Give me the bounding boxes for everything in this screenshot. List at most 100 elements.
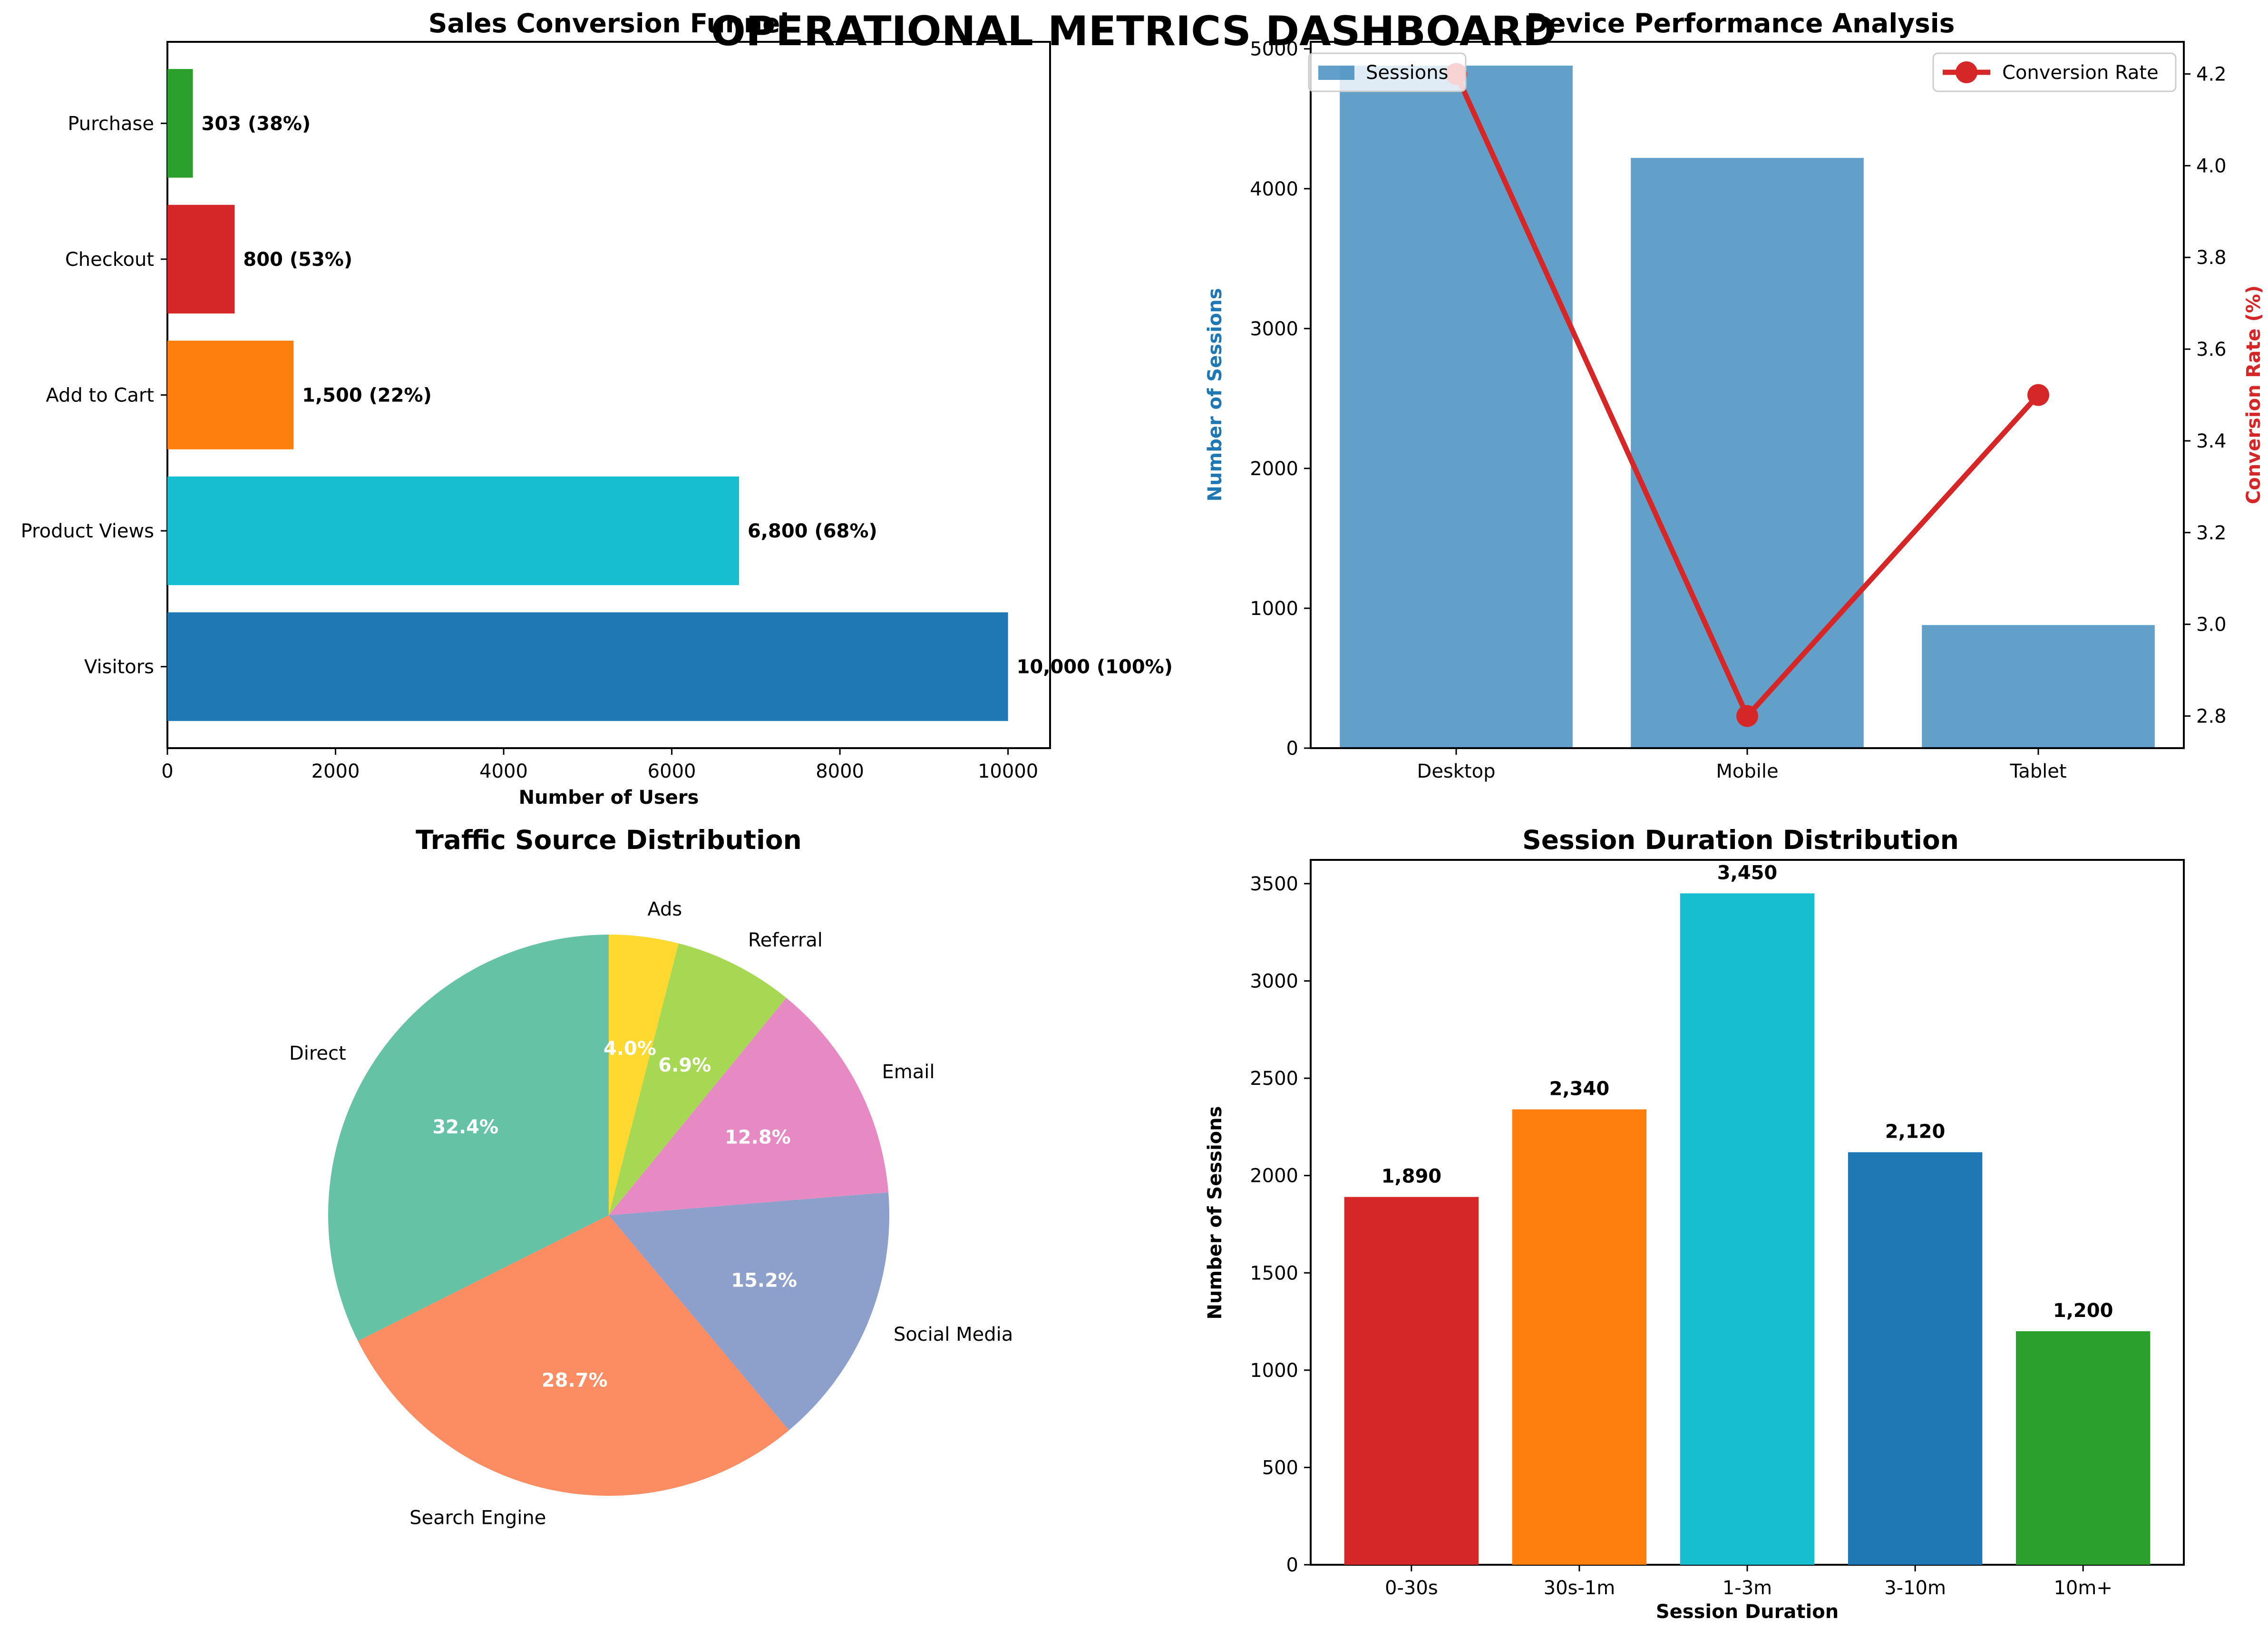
traffic-slice bbox=[609, 998, 889, 1215]
device-legend-sessions-label: Sessions bbox=[1366, 62, 1448, 84]
device-ytick-left-label: 5000 bbox=[1250, 39, 1298, 60]
device-legend-conversion-label: Conversion Rate bbox=[2002, 62, 2159, 84]
duration-panel: Session Duration Distribution 1,890 0-30s… bbox=[1204, 825, 2185, 1623]
traffic-pct-label: 15.2% bbox=[731, 1269, 797, 1291]
duration-data-label: 2,120 bbox=[1885, 1121, 1946, 1143]
traffic-slice-label: Social Media bbox=[894, 1324, 1013, 1346]
device-sessions-bar bbox=[1340, 65, 1573, 748]
traffic-pct-label: 6.9% bbox=[658, 1054, 711, 1076]
duration-title: Session Duration Distribution bbox=[1522, 825, 1959, 855]
duration-ytick-label: 1500 bbox=[1250, 1262, 1298, 1284]
device-ylabel-right: Conversion Rate (%) bbox=[2243, 285, 2265, 504]
traffic-slice-label: Direct bbox=[289, 1043, 346, 1064]
duration-xtick-label: 10m+ bbox=[2054, 1577, 2112, 1599]
device-ytick-left-label: 2000 bbox=[1250, 458, 1298, 480]
funnel-ytick-label: Add to Cart bbox=[46, 385, 154, 407]
duration-bar bbox=[1512, 1109, 1647, 1565]
funnel-data-label: 1,500 (22%) bbox=[302, 385, 432, 407]
traffic-title: Traffic Source Distribution bbox=[416, 825, 802, 855]
funnel-data-label: 800 (53%) bbox=[243, 249, 352, 271]
device-ytick-right-label: 3.4 bbox=[2196, 430, 2227, 452]
funnel-title: Sales Conversion Funnel bbox=[428, 8, 789, 39]
duration-ytick-label: 2000 bbox=[1250, 1165, 1298, 1187]
duration-xtick-label: 30s-1m bbox=[1544, 1577, 1616, 1599]
funnel-data-label: 303 (38%) bbox=[202, 113, 311, 135]
device-ytick-right-label: 3.8 bbox=[2196, 247, 2227, 269]
device-ytick-right-label: 4.2 bbox=[2196, 64, 2227, 86]
device-title: Device Performance Analysis bbox=[1527, 8, 1955, 39]
duration-ytick-label: 3000 bbox=[1250, 971, 1298, 993]
device-sessions-bar bbox=[1922, 625, 2155, 748]
funnel-bar bbox=[167, 69, 193, 178]
funnel-bars: 10,000 (100%) Visitors 6,800 (68%) Product … bbox=[21, 69, 1173, 782]
duration-bar bbox=[1344, 1197, 1479, 1565]
device-xtick-label: Desktop bbox=[1417, 760, 1496, 782]
traffic-pct-label: 32.4% bbox=[432, 1116, 498, 1138]
duration-data-label: 1,200 bbox=[2053, 1300, 2113, 1322]
duration-data-label: 2,340 bbox=[1549, 1078, 1610, 1100]
duration-xlabel: Session Duration bbox=[1656, 1601, 1839, 1623]
duration-bars: 1,890 0-30s 2,340 30s-1m 3,450 1-3m 2,120 3-10m… bbox=[1250, 862, 2151, 1599]
duration-bar bbox=[1680, 893, 1815, 1565]
traffic-pie: 32.4% Direct 28.7% Search Engine 15.2% Social… bbox=[289, 898, 1013, 1529]
device-conversion-point bbox=[2027, 384, 2049, 406]
funnel-ytick-label: Purchase bbox=[68, 113, 154, 135]
device-legend-conversion-marker bbox=[1956, 61, 1977, 83]
device-ytick-right-label: 4.0 bbox=[2196, 155, 2227, 177]
funnel-xlabel: Number of Users bbox=[519, 787, 699, 809]
funnel-bar bbox=[167, 205, 235, 314]
traffic-pct-label: 4.0% bbox=[604, 1038, 656, 1060]
funnel-bar bbox=[167, 341, 294, 449]
duration-ytick-label: 0 bbox=[1286, 1554, 1298, 1576]
traffic-slice bbox=[358, 1215, 789, 1496]
funnel-data-label: 6,800 (68%) bbox=[748, 520, 877, 542]
device-ytick-right-label: 3.2 bbox=[2196, 522, 2227, 544]
funnel-xtick-label: 10000 bbox=[978, 760, 1038, 782]
duration-xtick-label: 1-3m bbox=[1723, 1577, 1772, 1599]
funnel-bar bbox=[167, 476, 739, 585]
funnel-xtick-label: 0 bbox=[161, 760, 173, 782]
device-xtick-label: Tablet bbox=[2009, 760, 2066, 782]
duration-ytick-label: 3500 bbox=[1250, 873, 1298, 895]
duration-data-label: 3,450 bbox=[1717, 862, 1778, 884]
device-ytick-left-label: 1000 bbox=[1250, 598, 1298, 620]
duration-xtick-label: 3-10m bbox=[1884, 1577, 1946, 1599]
traffic-slice-label: Ads bbox=[647, 898, 682, 920]
funnel-ytick-label: Checkout bbox=[65, 249, 154, 271]
duration-xtick-label: 0-30s bbox=[1385, 1577, 1438, 1599]
device-xtick-label: Mobile bbox=[1716, 760, 1778, 782]
traffic-slice bbox=[609, 935, 679, 1215]
funnel-xtick-label: 4000 bbox=[479, 760, 528, 782]
device-panel: Device Performance Analysis Desktop Mobil… bbox=[1204, 8, 2265, 782]
device-ytick-right-label: 3.6 bbox=[2196, 339, 2227, 361]
device-legend-conversion: Conversion Rate bbox=[1932, 52, 2177, 92]
device-legend-sessions-frame bbox=[1308, 52, 1467, 92]
traffic-slice bbox=[609, 943, 787, 1215]
traffic-pct-label: 28.7% bbox=[542, 1370, 608, 1392]
duration-data-label: 1,890 bbox=[1382, 1166, 1442, 1188]
duration-ylabel: Number of Sessions bbox=[1204, 1106, 1226, 1320]
traffic-slice bbox=[328, 935, 609, 1341]
device-plot-frame bbox=[1310, 41, 2185, 749]
device-ytick-left-label: 3000 bbox=[1250, 318, 1298, 340]
funnel-bar bbox=[167, 612, 1008, 721]
device-ylabel-left: Number of Sessions bbox=[1204, 288, 1226, 502]
device-legend-sessions: Sessions bbox=[1308, 52, 1467, 92]
device-ytick-right-label: 2.8 bbox=[2196, 706, 2227, 728]
funnel-ytick-label: Visitors bbox=[84, 656, 154, 678]
funnel-xtick-label: 6000 bbox=[648, 760, 696, 782]
device-sessions-bar bbox=[1631, 158, 1864, 748]
device-ytick-left-label: 0 bbox=[1286, 738, 1298, 760]
funnel-data-label: 10,000 (100%) bbox=[1017, 656, 1173, 678]
device-legend-sessions-swatch bbox=[1318, 66, 1354, 80]
duration-ytick-label: 500 bbox=[1262, 1457, 1298, 1479]
traffic-panel: Traffic Source Distribution 32.4% Direct 2… bbox=[289, 825, 1013, 1529]
duration-ytick-label: 2500 bbox=[1250, 1068, 1298, 1090]
duration-bar bbox=[1848, 1152, 1983, 1565]
duration-bar bbox=[2015, 1331, 2151, 1565]
traffic-slice bbox=[609, 1192, 889, 1431]
page-title: OPERATIONAL METRICS DASHBOARD bbox=[711, 8, 1557, 55]
funnel-panel: Sales Conversion Funnel 10,000 (100%) Vis… bbox=[21, 8, 1173, 809]
funnel-ytick-label: Product Views bbox=[21, 520, 154, 542]
